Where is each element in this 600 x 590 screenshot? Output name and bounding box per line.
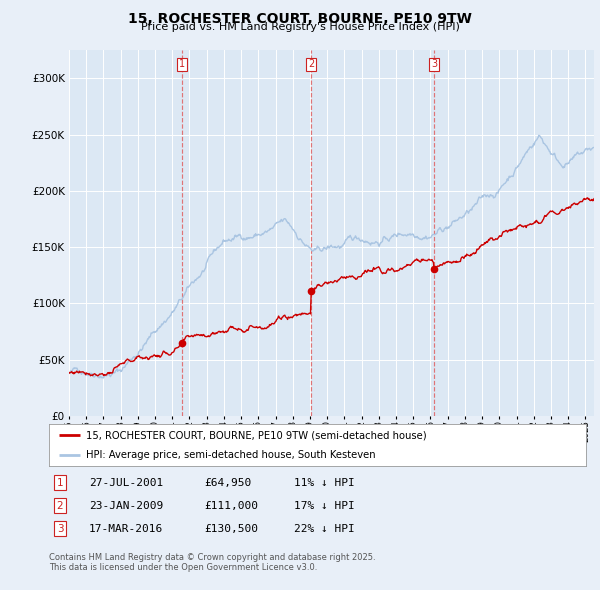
Text: 3: 3 — [56, 524, 64, 533]
Text: £111,000: £111,000 — [204, 501, 258, 510]
Text: 17% ↓ HPI: 17% ↓ HPI — [294, 501, 355, 510]
Text: 15, ROCHESTER COURT, BOURNE, PE10 9TW: 15, ROCHESTER COURT, BOURNE, PE10 9TW — [128, 12, 472, 26]
Text: 3: 3 — [431, 59, 437, 69]
Text: 27-JUL-2001: 27-JUL-2001 — [89, 478, 163, 487]
Text: 23-JAN-2009: 23-JAN-2009 — [89, 501, 163, 510]
Text: 22% ↓ HPI: 22% ↓ HPI — [294, 524, 355, 533]
Text: 11% ↓ HPI: 11% ↓ HPI — [294, 478, 355, 487]
Text: 1: 1 — [56, 478, 64, 487]
Text: This data is licensed under the Open Government Licence v3.0.: This data is licensed under the Open Gov… — [49, 563, 317, 572]
Text: 15, ROCHESTER COURT, BOURNE, PE10 9TW (semi-detached house): 15, ROCHESTER COURT, BOURNE, PE10 9TW (s… — [86, 430, 427, 440]
Text: £130,500: £130,500 — [204, 524, 258, 533]
Text: 1: 1 — [179, 59, 185, 69]
Text: Price paid vs. HM Land Registry's House Price Index (HPI): Price paid vs. HM Land Registry's House … — [140, 22, 460, 32]
Text: 2: 2 — [56, 501, 64, 510]
Text: 2: 2 — [308, 59, 314, 69]
Text: 17-MAR-2016: 17-MAR-2016 — [89, 524, 163, 533]
Text: Contains HM Land Registry data © Crown copyright and database right 2025.: Contains HM Land Registry data © Crown c… — [49, 553, 376, 562]
Text: £64,950: £64,950 — [204, 478, 251, 487]
Text: HPI: Average price, semi-detached house, South Kesteven: HPI: Average price, semi-detached house,… — [86, 450, 376, 460]
